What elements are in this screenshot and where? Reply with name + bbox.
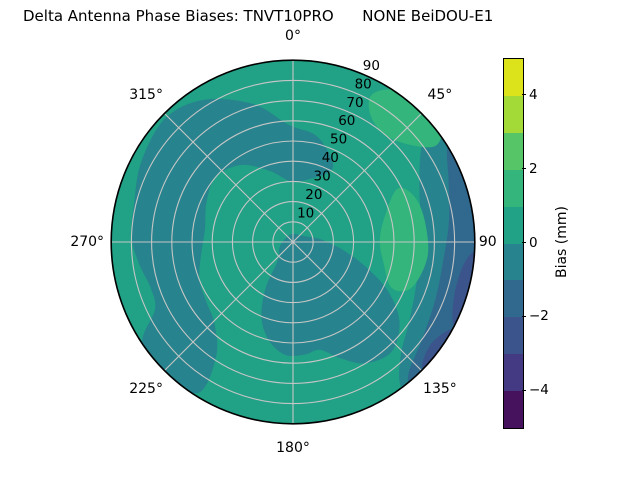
grid-spoke: [164, 113, 294, 243]
radial-tick-label: 30: [314, 169, 331, 185]
colorbar-band--2to-1: [504, 280, 523, 318]
chart-title: Delta Antenna Phase Biases: TNVT10PRO NO…: [23, 7, 494, 25]
colorbar-tick-label: 4: [529, 86, 538, 103]
azimuth-tick-label-180: 180°: [276, 440, 310, 456]
grid-spoke: [164, 241, 294, 371]
radial-tick-label: 50: [330, 132, 347, 148]
contour-region-east-inner-green-blob: [379, 187, 429, 292]
azimuth-tick-label-45: 45°: [427, 87, 452, 103]
azimuth-tick-label-225: 225°: [129, 381, 163, 397]
contour-region-west-north-dark-crescent: [131, 98, 334, 394]
polar-outline: [110, 59, 476, 425]
radial-tick-label: 70: [346, 95, 363, 111]
colorbar-tick-mark: [522, 389, 526, 391]
radial-tick-label: 90: [363, 58, 380, 74]
colorbar-band--4to-3: [504, 354, 523, 392]
azimuth-tick-label-0: 0°: [285, 28, 301, 44]
colorbar-band--1to0: [504, 243, 523, 281]
radial-tick-label: 60: [338, 113, 355, 129]
azimuth-tick-label-270: 270°: [70, 234, 104, 250]
colorbar-tick-mark: [522, 168, 526, 170]
azimuth-tick-label-135: 135°: [423, 381, 457, 397]
colorbar-band-1to2: [504, 169, 523, 207]
colorbar-tick-mark: [522, 94, 526, 96]
radial-tick-label: 10: [297, 206, 314, 222]
colorbar-tick-label: −4: [529, 382, 549, 399]
colorbar-tick-mark: [522, 315, 526, 317]
colorbar-axis-label: Bias (mm): [554, 205, 570, 279]
radial-tick-label: 20: [305, 187, 322, 203]
azimuth-tick-label-315: 315°: [129, 87, 163, 103]
colorbar-band-2to3: [504, 132, 523, 170]
grid-spoke: [292, 241, 422, 371]
colorbar-band-4to5: [504, 59, 523, 96]
grid-spoke: [292, 113, 422, 243]
colorbar-tick-label: 2: [529, 160, 538, 177]
colorbar-band--3to-2: [504, 317, 523, 355]
colorbar-band-3to4: [504, 95, 523, 133]
colorbar-band-0to1: [504, 206, 523, 244]
contour-region-center-south-dark-blob: [261, 233, 400, 364]
radial-tick-label: 40: [322, 150, 339, 166]
radial-tick-label: 80: [355, 76, 372, 92]
colorbar-tick-label: 0: [529, 234, 538, 251]
colorbar-tick-mark: [522, 241, 526, 244]
colorbar-band--5to-4: [504, 391, 523, 429]
colorbar-tick-label: −2: [529, 308, 549, 325]
polar-grid: [111, 60, 475, 424]
colorbar: [503, 58, 524, 429]
azimuth-tick-label-90: 90: [479, 234, 497, 250]
